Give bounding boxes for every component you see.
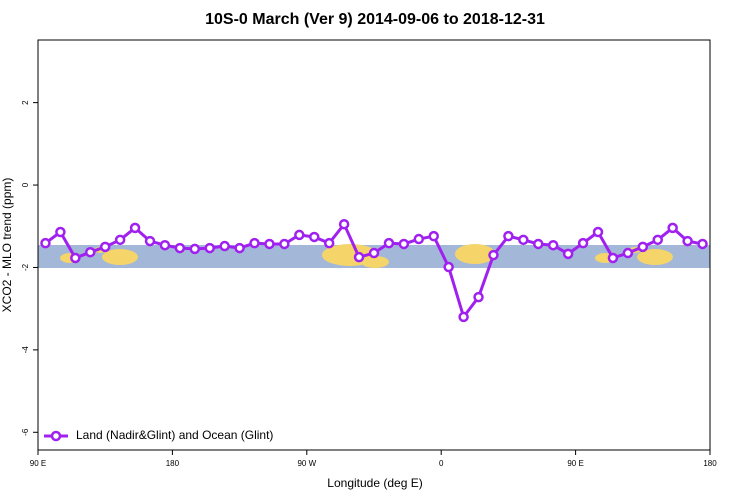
data-point [40,237,51,249]
data-point [174,242,186,254]
x-tick-label: 180 [166,459,180,468]
data-point [458,311,469,323]
data-point [294,229,305,241]
legend-marker [50,430,62,442]
data-point [547,239,559,251]
data-point [55,226,66,238]
data-point [264,238,275,250]
data-point [682,235,693,247]
data-point [518,234,529,246]
data-point [279,238,290,250]
data-point [473,291,484,303]
data-point [428,230,439,242]
data-point [159,239,171,251]
x-tick-label: 0 [439,459,444,468]
y-tick-label: -6 [21,428,30,436]
data-point [607,252,619,264]
legend-label: Land (Nadir&Glint) and Ocean (Glint) [76,428,273,442]
data-point [99,241,111,253]
data-point [488,249,499,261]
data-point [219,240,230,252]
data-point [637,241,649,253]
data-point [413,233,425,245]
data-point [622,247,634,259]
series-line [44,221,703,321]
plot-frame [37,39,711,451]
data-point [368,247,380,259]
data-point [697,238,708,250]
data-point [85,246,96,258]
data-point [398,238,410,250]
y-tick-label: 0 [21,182,30,187]
y-axis-label: XCO2 - MLO trend (ppm) [0,178,14,313]
data-point [323,237,335,249]
data-point [144,235,156,247]
data-point [234,242,245,254]
data-point [533,238,544,250]
data-point [309,231,320,243]
y-tick-label: -2 [21,263,30,271]
data-point [338,218,350,230]
x-axis-label: Longitude (deg E) [327,476,422,490]
data-point [652,234,663,246]
data-point [249,237,260,249]
x-tick-label: 90 E [567,459,583,468]
data-point [129,222,141,234]
x-tick-label: 180 [703,459,717,468]
x-tick-label: 90 W [297,459,316,468]
x-tick-label: 90 E [30,459,46,468]
data-point [70,252,81,264]
data-point [114,234,126,246]
data-point [592,226,604,238]
data-point [577,237,589,249]
data-point [383,237,395,249]
data-point [443,261,454,273]
data-point [667,222,678,234]
data-point [503,230,514,242]
data-point [204,242,215,254]
y-tick-label: -4 [21,346,30,354]
chart-title: 10S-0 March (Ver 9) 2014-09-06 to 2018-1… [205,11,545,28]
data-point [353,251,365,263]
data-point [189,243,201,255]
data-point [562,248,574,260]
y-tick-label: 2 [21,100,30,105]
